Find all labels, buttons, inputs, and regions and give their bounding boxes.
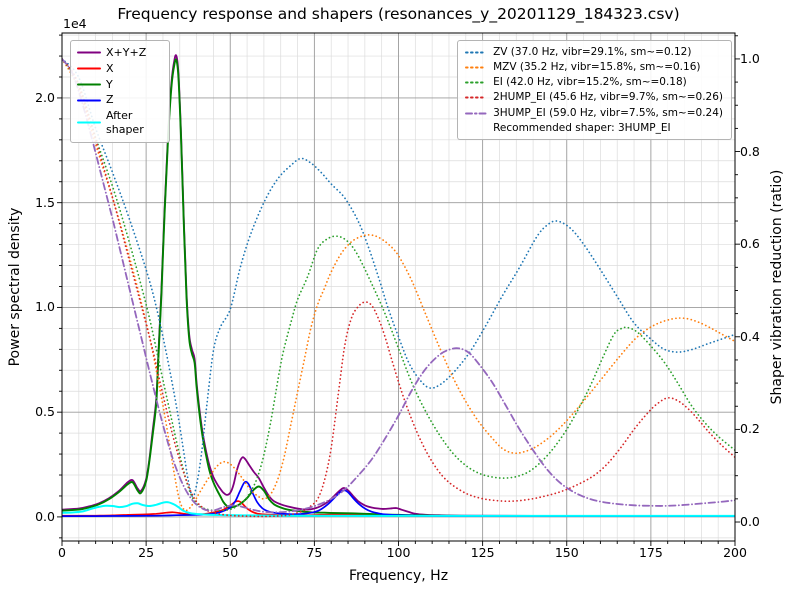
x-tick-label: 75 [306, 545, 323, 560]
chart-title: Frequency response and shapers (resonanc… [117, 5, 680, 23]
legend-label: X+Y+Z [106, 46, 147, 59]
legend-swatch-z [77, 99, 101, 102]
y-left-tick-label: 0.0 [35, 508, 55, 524]
x-tick-label: 100 [386, 545, 411, 560]
x-tick-label: 25 [138, 545, 155, 560]
legend-swatch-after [77, 121, 101, 124]
series-y [62, 58, 735, 518]
legend-item-after: After shaper [77, 109, 162, 137]
legend-swatch-hump2 [465, 96, 488, 99]
y-right-tick-label: 1.0 [740, 50, 760, 66]
y-left-tick-label: 1.0 [35, 299, 55, 315]
legend-item-sum: X+Y+Z [77, 46, 162, 60]
series-ei [62, 58, 735, 512]
series-group [62, 54, 735, 518]
legend-label: 3HUMP_EI (59.0 Hz, vibr=7.5%, sm~=0.24) [493, 106, 723, 119]
legend-swatch-hump3 [465, 112, 488, 115]
x-tick-label: 125 [470, 545, 495, 560]
y-right-tick-label: 0.4 [740, 328, 760, 344]
y-right-tick-label: 0.2 [740, 421, 760, 437]
legend-label: After shaper [106, 109, 144, 136]
y-left-tick-label: 2.0 [35, 89, 55, 105]
x-tick-label: 0 [58, 545, 66, 560]
y-right-tick-label: 0.8 [740, 143, 760, 159]
legend-label: MZV (35.2 Hz, vibr=15.8%, sm~=0.16) [493, 61, 701, 74]
y-axis-offset-label: 1e4 [63, 16, 87, 31]
series-mzv [62, 58, 735, 512]
y-left-axis-label: Power spectral density [7, 207, 23, 367]
x-tick-label: 50 [222, 545, 239, 560]
legend-item-ei: EI (42.0 Hz, vibr=15.2%, sm~=0.18) [465, 76, 723, 89]
series-hump2 [62, 58, 735, 518]
legend-swatch-ei [465, 81, 488, 84]
y-right-tick-label: 0.0 [740, 514, 760, 529]
legend-shapers: ZV (37.0 Hz, vibr=29.1%, sm~=0.12) MZV (3… [457, 40, 732, 140]
legend-label: 2HUMP_EI (45.6 Hz, vibr=9.7%, sm~=0.26) [493, 91, 723, 104]
legend-item-mzv: MZV (35.2 Hz, vibr=15.8%, sm~=0.16) [465, 61, 723, 74]
y-left-tick-label: 0.5 [35, 404, 55, 420]
legend-psd: X+Y+Z X Y Z After shaper [70, 40, 170, 143]
legend-item-zv: ZV (37.0 Hz, vibr=29.1%, sm~=0.12) [465, 46, 723, 59]
x-tick-label: 150 [554, 545, 579, 560]
legend-item-x: X [77, 62, 162, 76]
legend-item-y: Y [77, 78, 162, 92]
legend-item-hump2: 2HUMP_EI (45.6 Hz, vibr=9.7%, sm~=0.26) [465, 91, 723, 104]
legend-label: X [106, 61, 114, 75]
y-right-tick-label: 0.6 [740, 236, 760, 252]
legend-swatch-mzv [465, 66, 488, 69]
x-tick-label: 175 [638, 545, 663, 560]
legend-swatch-x [77, 67, 101, 70]
series-after [62, 501, 735, 517]
y-right-axis-label: Shaper vibration reduction (ratio) [769, 169, 785, 405]
x-tick-label: 200 [723, 545, 747, 560]
legend-swatch-sum [77, 51, 101, 54]
legend-item-hump3: 3HUMP_EI (59.0 Hz, vibr=7.5%, sm~=0.24) [465, 107, 723, 120]
axis-ticks [57, 34, 740, 546]
y-left-tick-label: 1.5 [35, 194, 55, 210]
legend-label: Y [106, 77, 113, 91]
legend-label: ZV (37.0 Hz, vibr=29.1%, sm~=0.12) [493, 46, 692, 58]
series-zv [62, 58, 735, 498]
series-hump3 [62, 58, 735, 514]
legend-item-z: Z [77, 93, 162, 107]
legend-label: EI (42.0 Hz, vibr=15.2%, sm~=0.18) [493, 76, 687, 89]
legend-swatch-zv [465, 51, 488, 54]
legend-note: Recommended shaper: 3HUMP_EI [493, 121, 671, 134]
legend-swatch-y [77, 83, 101, 86]
x-axis-label: Frequency, Hz [348, 568, 449, 584]
legend-label: Z [106, 93, 114, 107]
